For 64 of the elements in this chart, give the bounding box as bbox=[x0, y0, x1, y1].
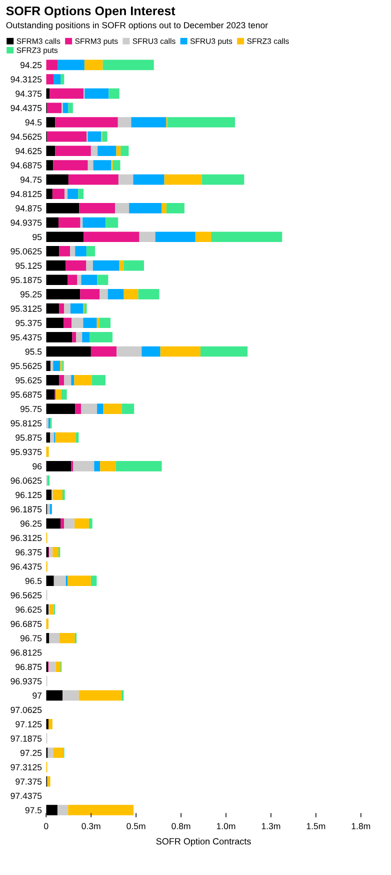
y-tick-label: 94.375 bbox=[16, 90, 42, 97]
y-tick-label: 96 bbox=[32, 463, 42, 470]
y-tick-label: 96.875 bbox=[16, 664, 42, 670]
y-tick-label: 96.8125 bbox=[10, 650, 42, 656]
y-tick-label: 94.25 bbox=[20, 62, 42, 68]
x-axis-title: SOFR Option Contracts bbox=[156, 838, 251, 846]
y-tick-label: 95.6875 bbox=[10, 392, 42, 398]
x-tick-label: 1.0m bbox=[216, 823, 236, 830]
y-tick-label: 94.9375 bbox=[10, 220, 42, 226]
y-tick-label: 96.6875 bbox=[10, 620, 42, 628]
y-tick-label: 95.4375 bbox=[10, 334, 42, 340]
y-tick-label: 96.125 bbox=[16, 492, 42, 498]
x-tick-label: 0.5m bbox=[126, 823, 146, 830]
y-tick-label: 95 bbox=[32, 234, 42, 240]
x-tick-label: 1.3m bbox=[262, 823, 280, 830]
y-tick-label: 97.0625 bbox=[10, 706, 42, 714]
x-tick-label: 0 bbox=[44, 823, 48, 830]
x-tick-label: 1.5m bbox=[306, 823, 326, 830]
y-tick-label: 96.75 bbox=[20, 635, 42, 642]
y-tick-label: 97.1875 bbox=[10, 735, 42, 742]
y-tick-label: 94.625 bbox=[16, 148, 42, 154]
y-tick-label: 95.625 bbox=[16, 377, 42, 384]
y-tick-label: 94.8125 bbox=[10, 190, 42, 198]
y-tick-label: 97.4375 bbox=[10, 792, 42, 800]
y-tick-label: 96.0625 bbox=[10, 478, 42, 484]
y-tick-label: 97.375 bbox=[16, 778, 42, 785]
y-tick-label: 95.3125 bbox=[10, 306, 42, 312]
chart-subtitle: Outstanding positions in SOFR options out to December 2023 tenor bbox=[6, 22, 268, 30]
y-tick-label: 96.5 bbox=[25, 578, 42, 584]
y-tick-label: 96.625 bbox=[16, 606, 42, 613]
y-tick-label: 97 bbox=[32, 692, 42, 699]
y-tick-label: 94.875 bbox=[16, 205, 42, 212]
y-tick-label: 97.125 bbox=[16, 721, 42, 728]
y-tick-label: 95.375 bbox=[16, 320, 42, 326]
y-tick-label: 96.4375 bbox=[10, 564, 42, 570]
y-tick-label: 96.3125 bbox=[10, 534, 42, 542]
x-tick-label: 0.8m bbox=[172, 823, 190, 830]
y-tick-label: 94.75 bbox=[20, 176, 42, 183]
y-tick-label: 95.5 bbox=[25, 348, 42, 355]
y-tick-label: 95.25 bbox=[20, 291, 42, 298]
y-tick-label: 95.1875 bbox=[10, 276, 42, 284]
y-tick-label: 94.4375 bbox=[10, 104, 42, 112]
y-tick-label: 94.3125 bbox=[10, 76, 42, 82]
y-tick-label: 96.375 bbox=[16, 549, 42, 556]
y-tick-label: 94.5625 bbox=[10, 134, 42, 140]
y-tick-label: 96.1875 bbox=[10, 506, 42, 512]
y-tick-label: 97.25 bbox=[20, 750, 42, 756]
y-tick-label: 95.75 bbox=[20, 406, 42, 412]
x-tick-label: 1.8m bbox=[352, 823, 370, 830]
y-tick-label: 95.875 bbox=[16, 434, 42, 441]
y-tick-label: 95.0625 bbox=[10, 248, 42, 254]
y-tick-label: 95.5625 bbox=[10, 362, 42, 370]
y-tick-label: 94.6875 bbox=[10, 162, 42, 168]
y-tick-label: 95.8125 bbox=[10, 420, 42, 426]
y-tick-label: 96.25 bbox=[20, 520, 42, 527]
y-tick-label: 96.9375 bbox=[10, 678, 42, 684]
chart-title: SOFR Options Open Interest bbox=[6, 6, 176, 18]
y-tick-label: 95.9375 bbox=[10, 448, 42, 456]
y-tick-label: 97.3125 bbox=[10, 764, 42, 770]
x-tick-label: 0.3m bbox=[82, 823, 100, 830]
y-tick-label: 94.5 bbox=[25, 119, 42, 126]
y-tick-label: 96.5625 bbox=[10, 592, 42, 598]
y-tick-label: 95.125 bbox=[16, 262, 42, 269]
y-tick-label: 97.5 bbox=[25, 807, 42, 814]
